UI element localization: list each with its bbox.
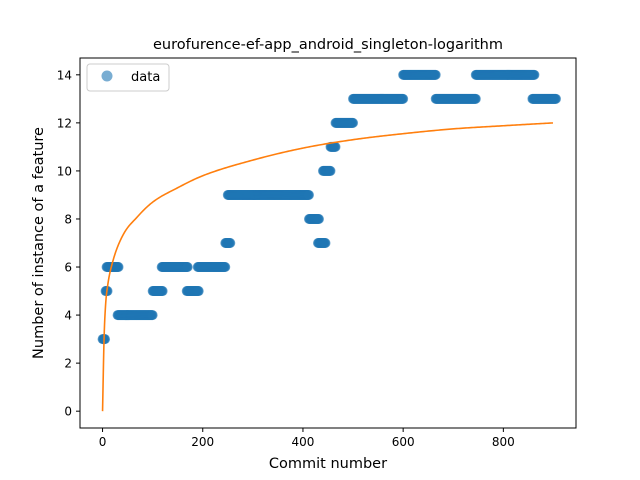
data-point [550, 93, 561, 104]
data-point [470, 93, 481, 104]
data-point [100, 334, 111, 345]
legend-label: data [131, 70, 160, 85]
x-axis-label: Commit number [269, 456, 387, 472]
y-tick-label: 2 [64, 357, 72, 371]
data-point [182, 262, 193, 273]
data-point [313, 213, 324, 224]
y-tick-label: 14 [57, 68, 72, 82]
y-tick-label: 6 [64, 261, 72, 275]
y-tick-label: 0 [64, 405, 72, 419]
y-axis-label: Number of instance of a feature [31, 127, 47, 359]
plot-area [79, 57, 577, 429]
data-point [430, 69, 441, 80]
data-point [225, 238, 236, 248]
data-point [529, 69, 540, 80]
axes-frame [79, 57, 577, 429]
legend: data [86, 63, 170, 92]
x-tick-label: 600 [392, 435, 415, 449]
x-axis-ticks: 0 200 400 600 800 [99, 428, 515, 449]
data-point [330, 141, 341, 152]
x-tick-label: 800 [492, 435, 515, 449]
fit-layer [101, 122, 553, 412]
fit-curve [101, 122, 553, 412]
data-point [348, 117, 359, 128]
y-tick-label: 4 [64, 309, 72, 323]
x-tick-label: 0 [99, 435, 107, 449]
chart-title: eurofurence-ef-app_android_singleton-log… [153, 37, 503, 53]
legend-marker [101, 70, 113, 82]
y-tick-label: 8 [64, 212, 72, 226]
data-point [113, 262, 124, 273]
data-layer [97, 69, 561, 345]
data-point [157, 286, 168, 297]
y-tick-label: 10 [57, 164, 72, 178]
data-point [398, 93, 409, 104]
data-point [220, 262, 231, 273]
data-point [320, 238, 331, 248]
x-tick-label: 200 [191, 435, 214, 449]
data-point [325, 165, 336, 176]
data-point [193, 286, 204, 297]
data-point [147, 310, 158, 321]
y-tick-label: 12 [57, 116, 72, 130]
y-axis-ticks: 0 2 4 6 8 10 12 14 [57, 68, 80, 419]
x-tick-label: 400 [291, 435, 314, 449]
data-point [303, 189, 314, 200]
